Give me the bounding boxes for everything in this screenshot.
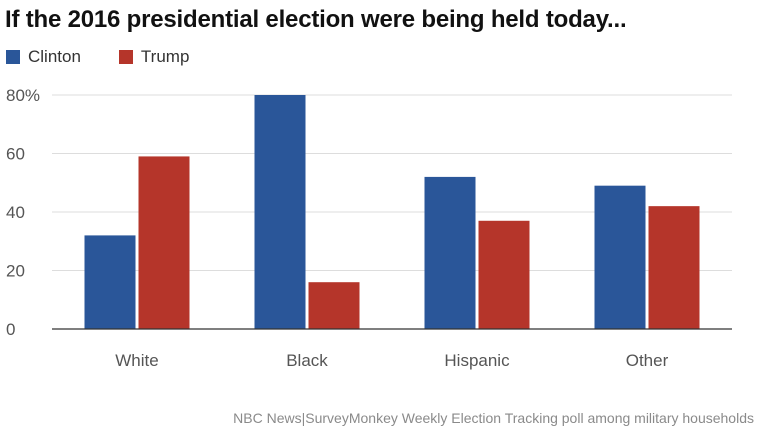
x-tick-label: Black: [286, 351, 328, 370]
bar-trump-other: [648, 206, 700, 329]
y-tick-label: 20: [6, 262, 25, 281]
y-tick-label: 0: [6, 320, 15, 339]
y-tick-label: 40: [6, 203, 25, 222]
legend-item-clinton: Clinton: [6, 47, 81, 67]
bar-trump-hispanic: [478, 220, 530, 329]
bar-clinton-hispanic: [424, 176, 476, 329]
bar-trump-black: [308, 282, 360, 329]
x-tick-label: Other: [626, 351, 669, 370]
chart-title: If the 2016 presidential election were b…: [5, 6, 627, 33]
legend: Clinton Trump: [6, 46, 227, 68]
legend-swatch-trump: [118, 50, 133, 64]
bar-chart: 0 20 40 60 80% White Black Hispanic Other: [6, 86, 732, 370]
bar-clinton-other: [594, 185, 646, 329]
legend-label-trump: Trump: [140, 47, 190, 66]
y-tick-label: 80%: [6, 86, 40, 105]
legend-item-trump: Trump: [118, 47, 190, 67]
y-tick-label: 60: [6, 145, 25, 164]
bar-trump-white: [138, 156, 190, 329]
legend-label-clinton: Clinton: [28, 47, 81, 66]
legend-swatch-clinton: [6, 50, 20, 64]
x-tick-label: Hispanic: [444, 351, 510, 370]
x-tick-label: White: [115, 351, 158, 370]
bar-clinton-black: [254, 95, 306, 329]
source-note: NBC News|SurveyMonkey Weekly Election Tr…: [233, 410, 754, 426]
bar-clinton-white: [84, 235, 136, 329]
